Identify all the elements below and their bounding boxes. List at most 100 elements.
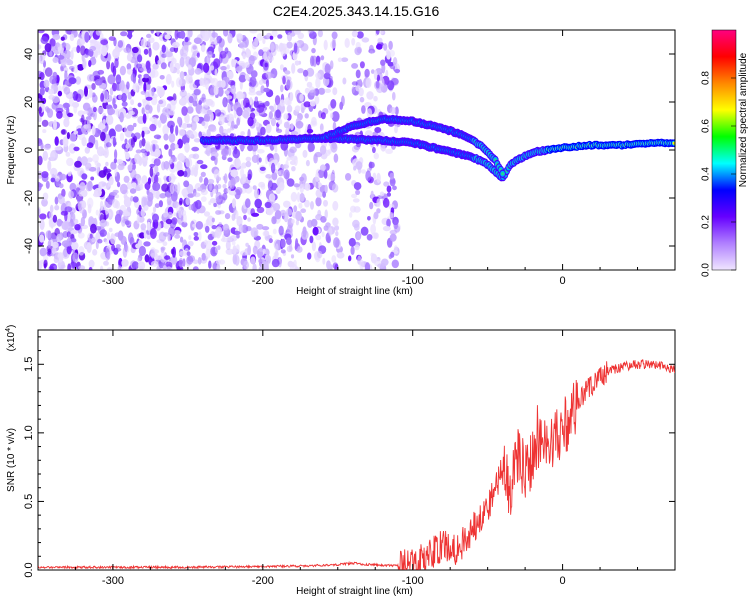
noise-blob [69, 65, 75, 71]
noise-blob [308, 30, 314, 34]
noise-blob [64, 206, 73, 213]
noise-blob [225, 240, 231, 251]
noise-blob [351, 193, 358, 199]
noise-blob [97, 106, 104, 114]
noise-blob [250, 227, 259, 238]
noise-blob [45, 180, 50, 189]
noise-blob [71, 101, 80, 108]
noise-blob [224, 90, 230, 95]
noise-blob [389, 172, 395, 180]
noise-blob [289, 92, 294, 102]
noise-blob [379, 191, 385, 197]
noise-blob [259, 247, 263, 252]
noise-blob [75, 93, 82, 102]
snr-ytick-label: 1.0 [23, 425, 35, 440]
noise-blob [330, 142, 338, 153]
noise-blob [209, 198, 217, 204]
noise-blob [181, 221, 188, 228]
noise-blob [74, 160, 82, 168]
noise-blob [245, 160, 252, 168]
noise-blob [393, 245, 398, 252]
noise-blob [166, 103, 172, 113]
noise-blob [309, 89, 317, 96]
noise-blob [359, 96, 365, 103]
noise-blob [163, 133, 169, 141]
noise-blob [95, 209, 99, 216]
noise-blob [252, 185, 257, 190]
noise-blob [387, 80, 395, 91]
noise-blob [78, 246, 85, 256]
noise-blob [244, 73, 250, 81]
noise-blob [260, 126, 266, 136]
noise-blob [278, 225, 284, 236]
noise-blob [351, 145, 360, 153]
noise-blob [96, 162, 101, 168]
colorbar-gradient [711, 29, 737, 271]
noise-blob [163, 211, 168, 218]
noise-blob [312, 226, 319, 236]
noise-blob [61, 240, 70, 248]
noise-blob [360, 169, 367, 174]
noise-blob [80, 156, 88, 166]
noise-blob [69, 182, 77, 192]
noise-blob [270, 73, 275, 78]
noise-blob [137, 102, 142, 108]
noise-blob [120, 31, 128, 37]
noise-blob [150, 30, 154, 34]
snr-ytick-label: 0.5 [23, 494, 35, 509]
noise-blob [253, 188, 260, 199]
noise-blob [151, 87, 155, 97]
noise-blob [268, 111, 273, 120]
noise-blob [166, 196, 172, 206]
noise-blob [380, 59, 386, 66]
noise-blob [231, 120, 235, 129]
noise-blob [209, 65, 215, 71]
noise-blob [207, 178, 215, 185]
noise-blob [67, 171, 72, 177]
noise-blob [68, 190, 74, 199]
noise-blob [279, 99, 285, 107]
noise-blob [315, 181, 319, 189]
noise-blob [47, 240, 52, 248]
noise-blob [153, 158, 161, 167]
noise-blob [177, 116, 181, 125]
noise-blob [289, 146, 297, 154]
noise-blob [324, 184, 328, 194]
noise-blob [115, 82, 120, 91]
noise-blob [138, 239, 143, 247]
noise-blob [112, 136, 117, 148]
noise-blob [226, 188, 232, 193]
noise-blob [139, 76, 143, 87]
noise-blob [286, 178, 295, 187]
noise-blob [351, 81, 358, 86]
noise-blob [164, 34, 171, 40]
noise-blob [123, 175, 130, 183]
noise-blob [192, 100, 198, 107]
noise-blob [215, 259, 221, 265]
noise-blob [262, 47, 270, 52]
noise-blob [182, 258, 186, 267]
noise-blob [50, 151, 56, 162]
noise-blob [113, 158, 117, 164]
noise-blob [348, 237, 356, 247]
noise-blob [131, 46, 139, 54]
noise-blob [86, 142, 94, 149]
noise-blob [132, 163, 136, 171]
noise-blob [267, 180, 274, 191]
noise-blob [299, 183, 304, 194]
noise-blob [380, 30, 384, 35]
noise-blob [323, 39, 328, 51]
noise-blob [143, 48, 149, 55]
noise-blob [299, 192, 305, 202]
noise-blob [294, 105, 301, 112]
noise-blob [271, 216, 277, 225]
noise-blob [80, 45, 86, 56]
noise-blob [353, 165, 357, 171]
colorbar-label: Normalized spectral amplitude [738, 52, 749, 187]
noise-blob [51, 95, 60, 103]
noise-blob [247, 217, 251, 222]
noise-blob [311, 116, 317, 126]
noise-blob [256, 206, 265, 214]
noise-blob [66, 157, 74, 167]
noise-blob [40, 142, 44, 150]
